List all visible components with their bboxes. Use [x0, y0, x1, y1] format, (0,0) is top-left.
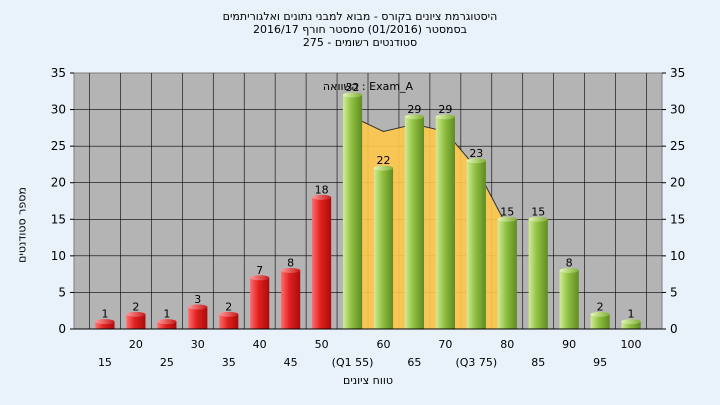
bar-cap	[590, 311, 610, 317]
y-tick-label-right: 25	[670, 139, 685, 153]
y-tick-label-right: 20	[670, 176, 685, 190]
bar-65	[404, 116, 425, 329]
bar-cap	[95, 319, 115, 325]
x-tick-label: 40	[253, 338, 267, 351]
x-tick-label: 50	[315, 338, 329, 351]
data-label: 18	[315, 183, 329, 196]
bar-15	[95, 321, 115, 329]
bar-cap	[126, 311, 146, 317]
x-tick-label: 20	[129, 338, 143, 351]
data-label: 7	[256, 264, 263, 277]
x-tick-label: 85	[531, 356, 545, 369]
x-axis-label: טווח ציונים	[343, 374, 393, 387]
bar-20	[126, 314, 146, 329]
bar-cap	[188, 304, 208, 310]
data-label: 8	[287, 256, 294, 269]
bar-90	[559, 270, 579, 329]
bar-cap	[373, 165, 394, 171]
bar-cap	[559, 267, 579, 273]
y-tick-label: 20	[51, 176, 66, 190]
chart-subtitle-students: סטודנטים רשומים - 275	[302, 36, 418, 49]
y-tick-label-right: 15	[670, 212, 685, 226]
chart-title-block: היסטוגרמת ציונים בקורס - מבוא למבני נתונ…	[0, 10, 720, 49]
data-label: 29	[438, 103, 452, 116]
y-tick-label: 25	[51, 139, 66, 153]
bar-cap	[342, 92, 363, 98]
x-tick-label: 90	[562, 338, 576, 351]
bar-cap	[466, 158, 486, 164]
data-label: 15	[531, 205, 545, 218]
data-label: 2	[597, 300, 604, 313]
bar-40	[250, 277, 270, 329]
data-label: 15	[500, 205, 514, 218]
bar-cap	[497, 216, 517, 222]
data-label: 1	[101, 308, 108, 321]
x-tick-label: (Q1 55)	[332, 356, 374, 369]
data-label: 32	[346, 81, 360, 94]
data-label: 1	[628, 308, 635, 321]
y-tick-label-right: 30	[670, 103, 685, 117]
bar-50	[311, 197, 332, 329]
bar-35	[219, 314, 239, 329]
chart-title: היסטוגרמת ציונים בקורס - מבוא למבני נתונ…	[222, 10, 498, 23]
data-label: 8	[566, 256, 573, 269]
y-tick-label: 0	[58, 322, 66, 336]
x-tick-label: 45	[284, 356, 298, 369]
x-tick-label: 30	[191, 338, 205, 351]
bar-45	[281, 270, 301, 329]
bar-80	[497, 219, 517, 329]
y-tick-label: 10	[51, 249, 66, 263]
bar-60	[373, 168, 394, 329]
x-tick-label: 80	[500, 338, 514, 351]
y-tick-label-right: 10	[670, 249, 685, 263]
x-tick-label: 70	[438, 338, 452, 351]
bar-cap	[311, 194, 332, 200]
bar-25	[157, 321, 177, 329]
y-tick-label: 35	[51, 66, 66, 80]
y-tick-label: 5	[58, 285, 66, 299]
bar-cap	[435, 114, 455, 120]
bar-100	[621, 321, 641, 329]
bar-cap	[404, 114, 425, 120]
bar-cap	[219, 311, 239, 317]
data-label: 29	[407, 103, 421, 116]
x-tick-label: 25	[160, 356, 174, 369]
bar-(Q1 55)	[342, 94, 363, 329]
bar-(Q3 75)	[466, 160, 486, 329]
x-tick-label: 35	[222, 356, 236, 369]
axes-layer: 0 0 5 5 10 10 15 15 20 20 25 25 30 30 35 35 15 20 25 30 35 40…	[51, 66, 686, 369]
x-tick-label: 100	[621, 338, 642, 351]
data-label: 22	[376, 154, 390, 167]
x-tick-label: (Q3 75)	[455, 356, 497, 369]
data-label: 2	[225, 300, 232, 313]
y-tick-label: 15	[51, 212, 66, 226]
bar-95	[590, 314, 610, 329]
bar-70	[435, 116, 455, 329]
chart-subtitle-semester: בסמסטר (01/2016) סמסטר חורף 2016/17	[253, 23, 467, 36]
bar-30	[188, 307, 208, 329]
comparison-legend-label: השוואה : Exam_A	[323, 80, 414, 93]
y-tick-label-right: 5	[670, 285, 678, 299]
x-tick-label: 60	[376, 338, 390, 351]
bar-cap	[157, 319, 177, 325]
y-tick-label-right: 35	[670, 66, 685, 80]
x-tick-label: 65	[407, 356, 421, 369]
bar-cap	[528, 216, 548, 222]
bar-85	[528, 219, 548, 329]
bar-cap	[250, 275, 270, 281]
x-tick-label: 15	[98, 356, 112, 369]
data-label: 3	[194, 293, 201, 306]
bar-cap	[621, 319, 641, 325]
y-tick-label-right: 0	[670, 322, 678, 336]
y-axis-label: מספר סטודנטים	[15, 187, 29, 263]
bar-cap	[281, 267, 301, 273]
data-label: 1	[163, 308, 170, 321]
data-label: 23	[469, 147, 483, 160]
data-label: 2	[132, 300, 139, 313]
y-tick-label: 30	[51, 103, 66, 117]
x-tick-label: 95	[593, 356, 607, 369]
